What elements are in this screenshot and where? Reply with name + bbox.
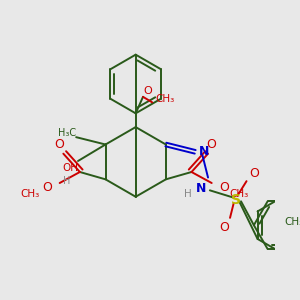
Text: CH₃: CH₃ (155, 94, 175, 104)
Text: N: N (196, 182, 206, 195)
Text: O: O (42, 181, 52, 194)
Text: O: O (143, 86, 152, 96)
Text: CH₃: CH₃ (285, 217, 300, 226)
Text: O: O (249, 167, 259, 180)
Text: H: H (63, 176, 71, 186)
Text: CH₃: CH₃ (21, 189, 40, 199)
Text: O: O (55, 138, 64, 151)
Text: N: N (199, 145, 209, 158)
Text: H₃C: H₃C (58, 128, 76, 138)
Text: S: S (230, 193, 241, 206)
Text: H: H (184, 189, 192, 199)
Text: OH: OH (63, 163, 79, 173)
Text: CH₃: CH₃ (230, 189, 249, 199)
Text: O: O (207, 138, 217, 151)
Text: O: O (220, 220, 230, 233)
Text: O: O (220, 181, 230, 194)
